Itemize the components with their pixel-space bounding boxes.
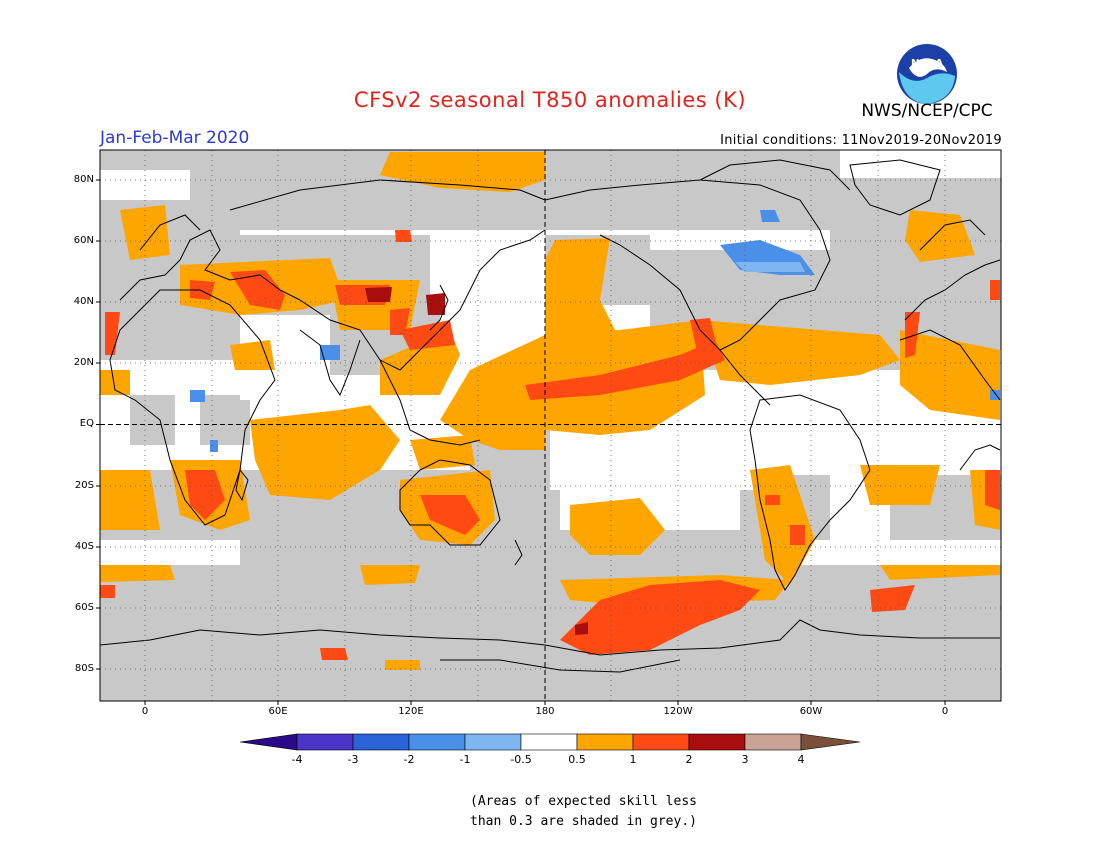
lon-label-120w: 120W [663, 706, 693, 717]
noaa-logo: NOAA [897, 44, 957, 104]
lon-label-0-west: 0 [141, 706, 149, 717]
colorbar-swatch-6 [576, 733, 634, 751]
lat-label-60n: 60N [73, 235, 94, 246]
skill-note-line-1: (Areas of expected skill less [470, 794, 697, 809]
noaa-logo-text: NOAA [911, 58, 943, 69]
colorbar-label-4: -1 [459, 753, 471, 766]
coastlines [100, 159, 1001, 673]
lat-label-20s: 20S [74, 480, 94, 491]
anomaly-2-to-3 [365, 287, 588, 635]
colorbar-label-6: 0.5 [568, 753, 586, 766]
lat-label-40n: 40N [73, 296, 94, 307]
colorbar-low-extension [240, 733, 298, 751]
lat-label-40s: 40S [74, 541, 94, 552]
colorbar-swatch-4 [464, 733, 522, 751]
initial-conditions-label: Initial conditions: 11Nov2019-20Nov2019 [720, 133, 1002, 148]
colorbar-label-7: 1 [629, 753, 637, 766]
colorbar-swatch-3 [408, 733, 466, 751]
season-label: Jan-Feb-Mar 2020 [100, 128, 250, 148]
colorbar-swatch-2 [352, 733, 410, 751]
colorbar-label-2: -3 [347, 753, 359, 766]
colorbar-label-10: 4 [797, 753, 805, 766]
colorbar-label-3: -2 [403, 753, 415, 766]
lon-label-60e: 60E [268, 706, 288, 717]
lat-label-eq: EQ [79, 418, 94, 429]
colorbar-label-9: 3 [741, 753, 749, 766]
lon-label-0-east: 0 [941, 706, 949, 717]
colorbar-high-extension [800, 733, 861, 751]
skill-note-line-2: than 0.3 are shaded in grey.) [470, 814, 697, 829]
lon-label-120e: 120E [398, 706, 424, 717]
colorbar-swatch-9 [744, 733, 802, 751]
colorbar-swatch-8 [688, 733, 746, 751]
colorbar-swatch-7 [632, 733, 690, 751]
chart-title: CFSv2 seasonal T850 anomalies (K) [353, 88, 747, 112]
colorbar-label-1: -4 [291, 753, 303, 766]
anomaly-1-to-2 [100, 230, 1000, 660]
colorbar-swatch-5 [520, 733, 578, 751]
lat-lon-grid [100, 150, 1001, 701]
lon-label-60w: 60W [799, 706, 823, 717]
colorbar [240, 733, 861, 751]
skill-note: (Areas of expected skill less than 0.3 a… [470, 792, 730, 832]
colorbar-swatch-1 [296, 733, 354, 751]
anomaly-map [96, 149, 1002, 705]
organization-label: NWS/NCEP/CPC [861, 101, 993, 121]
lon-label-180: 180 [535, 706, 555, 717]
lat-label-80s: 80S [74, 663, 94, 674]
colorbar-label-8: 2 [685, 753, 693, 766]
lat-label-80n: 80N [73, 174, 94, 185]
lat-label-20n: 20N [73, 357, 94, 368]
lat-label-60s: 60S [74, 602, 94, 613]
colorbar-label-5: -0.5 [510, 753, 532, 766]
